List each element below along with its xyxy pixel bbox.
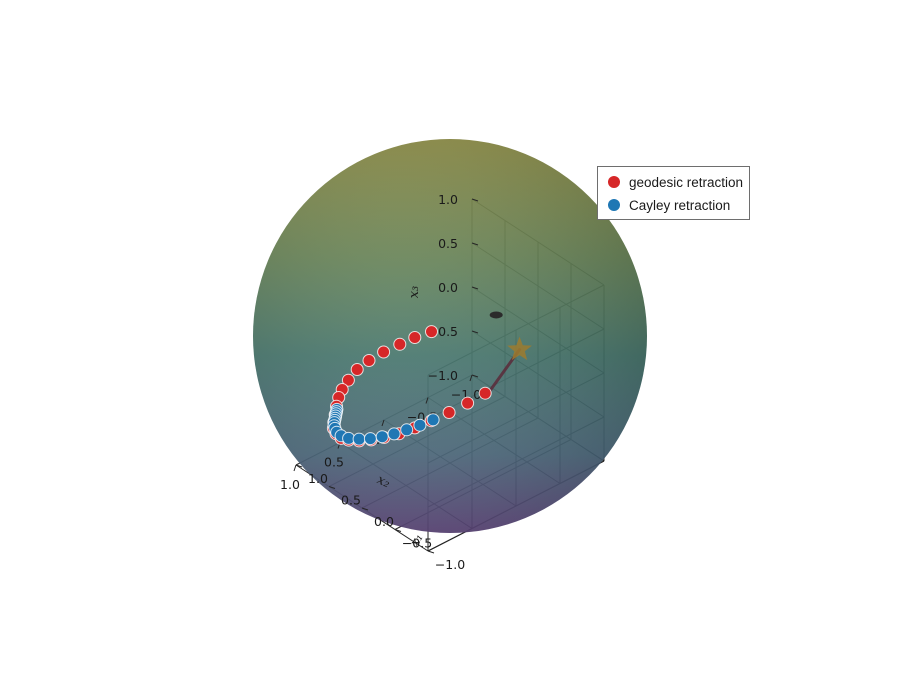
cayley-point-13 [363,432,377,446]
x1-tick-4 [295,464,303,468]
legend-label-cayley: Cayley retraction [629,197,731,213]
top-black-marker [489,311,503,319]
z-tick-label-3: 0.5 [438,236,458,251]
cayley-point-17 [413,418,427,432]
cayley-point-15 [387,427,401,441]
geodesic-point-1 [408,331,422,344]
x2-axis-label: x₂ [375,472,393,491]
cayley-point-16 [400,423,414,437]
x2-tick-label-4: 1.0 [280,477,300,492]
start-star-marker [507,336,532,361]
z-tick-4 [471,198,479,202]
x2-tick-0 [469,374,473,382]
x2-tick-2 [381,419,385,427]
legend-marker-cayley [608,199,620,211]
legend-marker-geodesic [608,176,620,188]
data-marks [326,311,532,448]
x1-tick-label-4: 1.0 [308,471,328,486]
x1-tick-3 [328,486,336,489]
x2-tick-4 [293,464,297,472]
x1-tick-label-2: 0.0 [374,514,394,529]
z-tick-label-4: 1.0 [438,192,458,207]
x2-tick-1 [425,397,429,404]
geodesic-point-22 [442,406,456,419]
x1-tick-label-1: −0.5 [402,536,432,551]
z-tick-3 [471,242,479,246]
legend-entry-cayley: Cayley retraction [608,195,730,215]
z-tick-label-0: −1.0 [428,368,458,383]
z-tick-label-2: 0.0 [438,280,458,295]
x2-tick-label-0: −1.0 [451,387,481,402]
x1-tick-label-0: −1.0 [435,557,465,572]
x1-tick-label-3: 0.5 [341,493,361,508]
geodesic-point-2 [393,337,407,351]
geodesic-point-0 [425,325,438,339]
z-tick-0 [471,374,479,378]
x1-tick-2 [361,507,369,511]
geodesic-point-5 [350,363,364,376]
geodesic-point-23 [461,396,475,410]
z-axis-label: x₃ [407,286,422,299]
geodesic-point-3 [377,345,391,359]
legend-entry-geodesic: geodesic retraction [608,172,743,192]
x1-tick-0 [427,550,435,554]
cayley-point-14 [375,430,389,444]
x2-tick-label-3: 0.5 [324,455,344,470]
geodesic-point-4 [362,354,376,367]
cayley-point-12 [352,432,366,446]
geodesic-point-6 [341,373,355,387]
x1-tick-1 [394,529,402,532]
front-axes [293,198,479,554]
legend-label-geodesic: geodesic retraction [629,174,744,190]
geodesic-point-24 [478,386,492,400]
legend: geodesic retraction Cayley retraction [597,166,750,220]
z-tick-2 [471,286,479,290]
z-tick-1 [471,330,479,334]
cayley-point-18 [426,413,440,427]
